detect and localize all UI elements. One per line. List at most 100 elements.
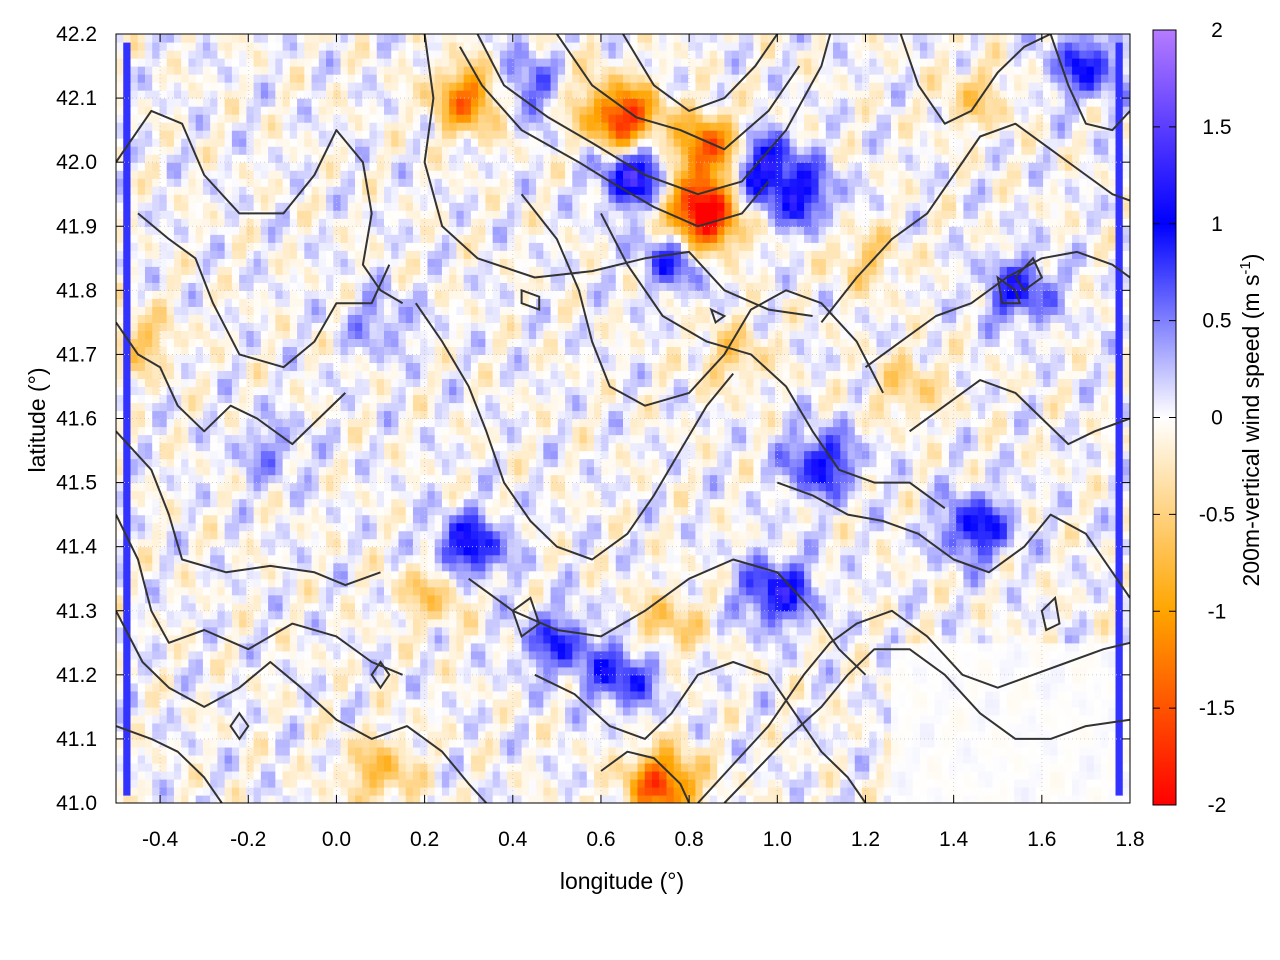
field-cell	[405, 746, 414, 756]
field-cell	[116, 770, 124, 780]
field-cell	[1014, 794, 1022, 803]
field-cell	[630, 562, 639, 572]
field-cell	[1021, 538, 1030, 548]
field-cell	[586, 770, 595, 780]
field-cell	[673, 570, 682, 580]
field-cell	[130, 746, 139, 756]
field-cell	[688, 722, 697, 732]
field-cell	[666, 522, 675, 532]
field-cell	[912, 778, 921, 788]
field-cell	[536, 762, 544, 772]
field-cell	[963, 706, 972, 716]
field-cell	[326, 746, 334, 756]
field-cell	[391, 594, 400, 604]
field-cell	[782, 754, 791, 764]
field-cell	[1093, 618, 1102, 628]
field-cell	[326, 642, 334, 652]
field-cell	[123, 778, 132, 788]
field-cell	[883, 634, 892, 644]
field-cell	[239, 674, 247, 684]
field-cell	[268, 594, 276, 604]
field-cell	[623, 562, 631, 572]
field-cell	[499, 554, 508, 564]
field-cell	[637, 658, 646, 668]
field-cell	[833, 554, 841, 564]
field-cell	[876, 762, 885, 772]
field-cell	[1050, 722, 1059, 732]
field-cell	[195, 538, 204, 548]
field-cell	[651, 762, 660, 772]
field-cell	[738, 730, 747, 740]
field-cell	[934, 586, 943, 596]
field-cell	[992, 594, 1001, 604]
field-cell	[956, 554, 965, 564]
field-cell	[253, 666, 262, 676]
field-cell	[1108, 674, 1117, 684]
field-cell	[478, 722, 486, 732]
field-cell	[362, 698, 371, 708]
field-cell	[536, 714, 544, 724]
field-cell	[173, 650, 182, 660]
field-cell	[311, 698, 320, 708]
field-cell	[123, 586, 132, 596]
field-cell	[608, 538, 617, 548]
field-cell	[695, 634, 704, 644]
field-cell	[485, 538, 494, 548]
field-cell	[927, 650, 936, 660]
field-cell	[586, 786, 595, 796]
field-cell	[615, 738, 624, 748]
field-cell	[601, 754, 610, 764]
field-cell	[833, 594, 841, 604]
field-cell	[934, 762, 943, 772]
field-cell	[927, 714, 936, 724]
field-cell	[673, 794, 682, 803]
field-cell	[441, 730, 450, 740]
field-cell	[1028, 642, 1037, 652]
field-cell	[449, 578, 458, 588]
field-cell	[239, 738, 247, 748]
field-cell	[557, 730, 566, 740]
field-cell	[767, 610, 776, 620]
field-cell	[137, 658, 146, 668]
field-cell	[876, 754, 885, 764]
field-cell	[1079, 634, 1088, 644]
field-cell	[1079, 554, 1088, 564]
field-cell	[746, 794, 754, 803]
field-cell	[246, 658, 255, 668]
field-cell	[369, 754, 378, 764]
field-cell	[680, 786, 689, 796]
field-cell	[420, 778, 429, 788]
field-cell	[246, 578, 255, 588]
field-cell	[289, 714, 298, 724]
field-cell	[1006, 778, 1015, 788]
field-cell	[637, 570, 646, 580]
field-cell	[731, 794, 740, 803]
field-cell	[572, 770, 581, 780]
field-cell	[1035, 586, 1044, 596]
field-cell	[702, 570, 711, 580]
field-cell	[789, 530, 798, 540]
field-cell	[1043, 530, 1051, 540]
field-cell	[304, 722, 313, 732]
field-cell	[1043, 618, 1051, 628]
field-cell	[543, 626, 552, 636]
field-cell	[311, 586, 320, 596]
field-cell	[441, 546, 450, 556]
field-cell	[811, 618, 820, 628]
field-cell	[977, 562, 986, 572]
field-cell	[565, 554, 573, 564]
field-cell	[833, 786, 841, 796]
field-cell	[326, 738, 334, 748]
field-cell	[919, 690, 928, 700]
field-cell	[166, 594, 175, 604]
field-cell	[608, 650, 617, 660]
field-cell	[1086, 778, 1095, 788]
field-cell	[1064, 770, 1073, 780]
field-cell	[116, 794, 124, 803]
field-cell	[485, 666, 494, 676]
field-cell	[231, 754, 240, 764]
field-cell	[536, 682, 544, 692]
field-cell	[854, 786, 863, 796]
field-cell	[1006, 650, 1015, 660]
field-cell	[1021, 698, 1030, 708]
